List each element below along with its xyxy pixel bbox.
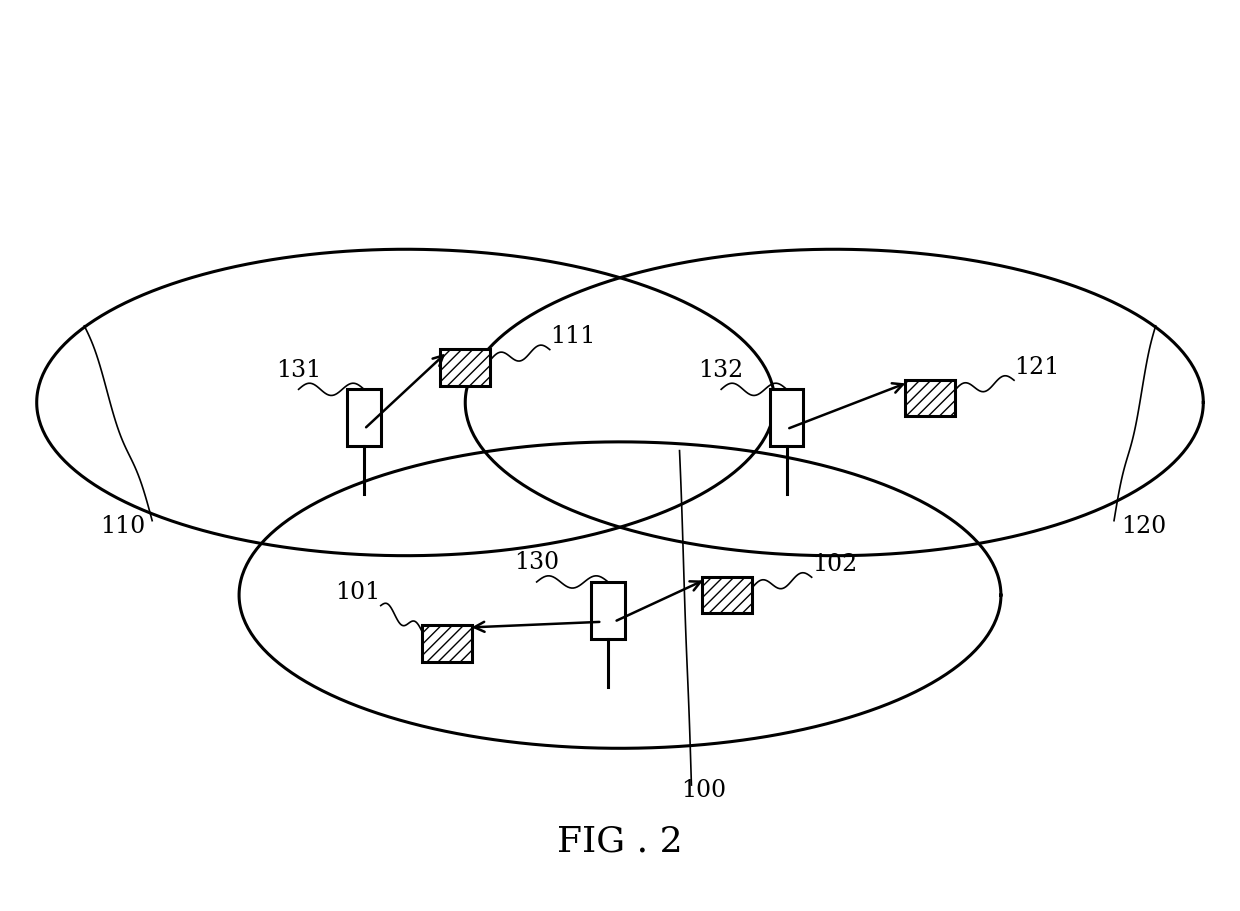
Text: 130: 130: [515, 550, 559, 574]
Text: FIG . 2: FIG . 2: [557, 824, 683, 857]
Bar: [347, 390, 381, 446]
Text: 110: 110: [99, 514, 145, 537]
Bar: [702, 577, 753, 614]
Text: 101: 101: [336, 580, 381, 603]
Text: 100: 100: [681, 778, 725, 801]
Bar: [591, 582, 625, 640]
Text: 120: 120: [1121, 514, 1167, 537]
Bar: [423, 625, 472, 662]
Bar: [770, 390, 804, 446]
Text: 132: 132: [698, 358, 744, 381]
Bar: [904, 380, 955, 417]
Text: 111: 111: [549, 324, 595, 348]
Text: 131: 131: [277, 358, 321, 381]
Bar: [440, 350, 490, 386]
Text: 102: 102: [812, 552, 857, 575]
Text: 121: 121: [1014, 355, 1059, 378]
